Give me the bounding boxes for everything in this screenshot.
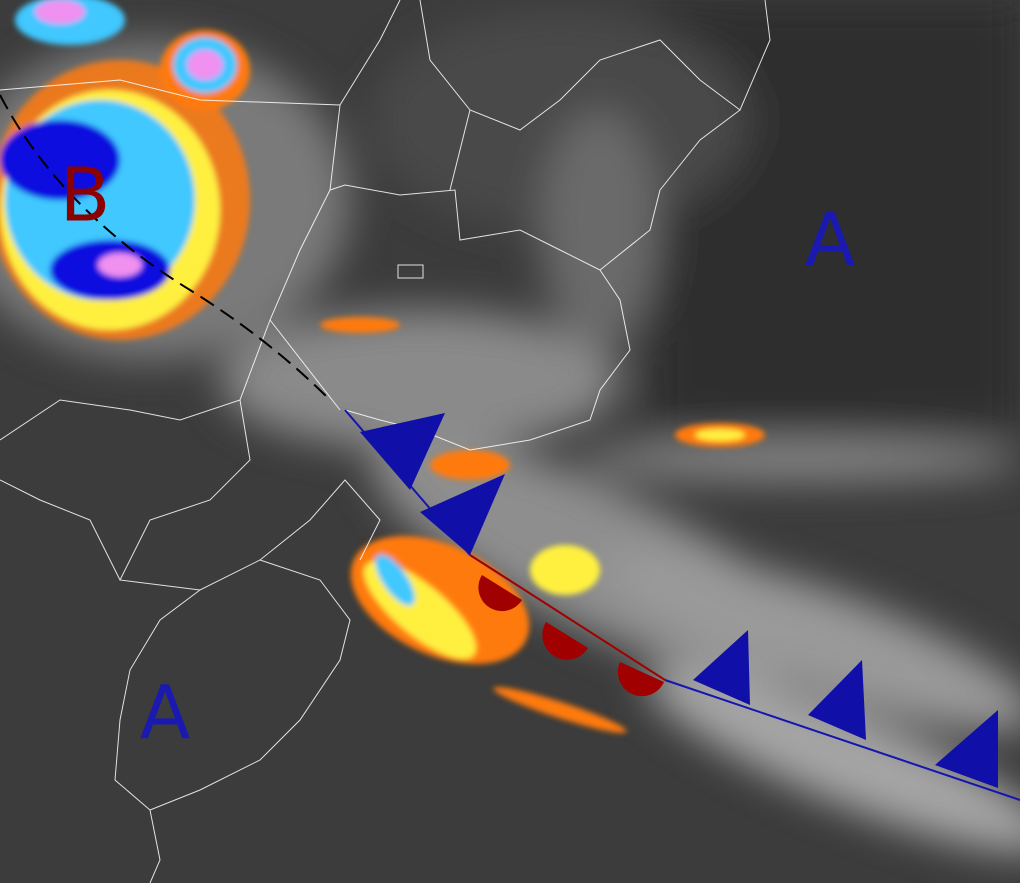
convection xyxy=(0,0,765,733)
low-pressure-label: B xyxy=(60,153,111,239)
high-pressure-label: A xyxy=(805,198,856,284)
high-pressure-label: A xyxy=(140,671,191,757)
borders xyxy=(0,0,771,883)
warm-front xyxy=(469,554,666,697)
trough-line xyxy=(0,94,331,401)
cold-front xyxy=(344,409,1020,801)
